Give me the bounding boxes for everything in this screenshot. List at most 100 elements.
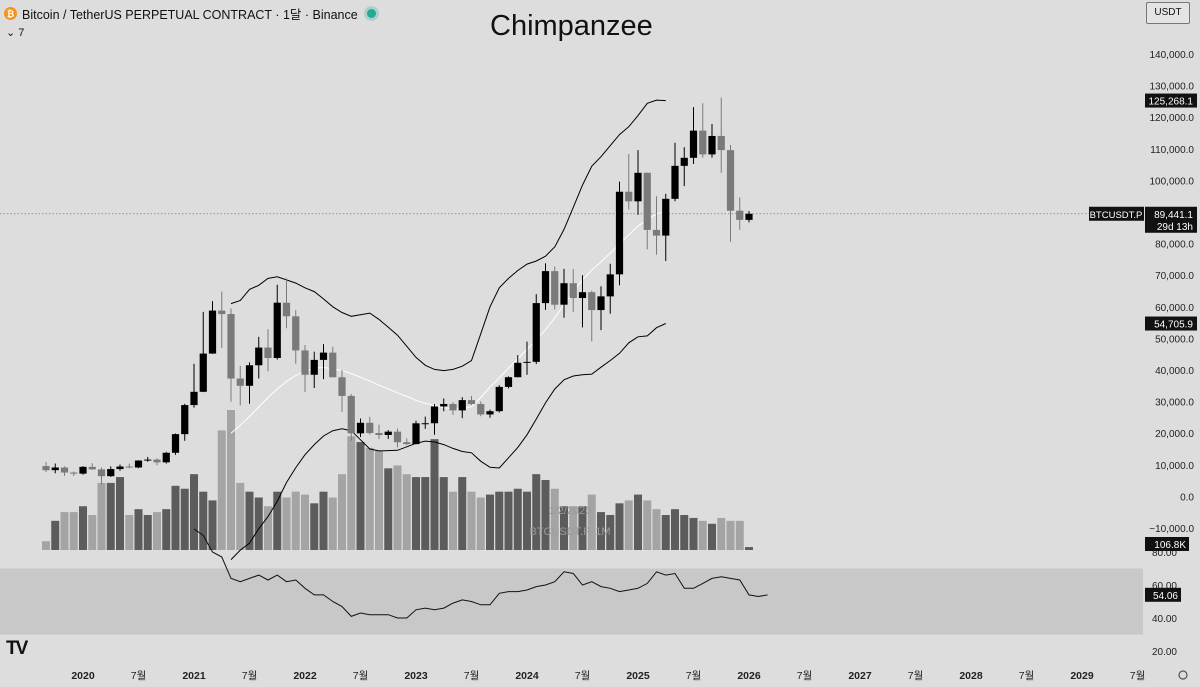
volume-bar	[291, 491, 300, 550]
time-tick-label: 2026	[737, 670, 761, 682]
rsi-label-box	[1145, 587, 1181, 602]
countdown-box	[1145, 219, 1197, 233]
volume-bar	[449, 491, 457, 550]
volume-bar	[486, 494, 494, 550]
candle-body	[671, 165, 679, 199]
indicator-collapse-toggle[interactable]: ⌄ 7	[6, 26, 24, 39]
time-tick-label: 7월	[686, 670, 702, 682]
volume-bar	[661, 515, 670, 550]
price-tick-label: 40,000.0	[1155, 366, 1194, 377]
time-tick-label: 7월	[464, 670, 480, 682]
volume-bar	[319, 491, 328, 550]
candle-body	[218, 310, 226, 315]
volume-bar	[578, 506, 587, 550]
volume-bar	[587, 494, 596, 550]
time-tick-label: 2025	[626, 670, 650, 682]
candle-body	[292, 316, 300, 351]
price-tick-label: 0.0	[1180, 492, 1194, 503]
price-label-text: 54,705.9	[1154, 320, 1193, 331]
volume-bar	[745, 547, 753, 550]
volume-bar	[143, 515, 152, 550]
candle-body	[301, 350, 309, 375]
candle-body	[190, 391, 198, 406]
volume-bar	[513, 488, 522, 550]
volume-bar	[615, 503, 624, 550]
countdown-text: 29d 13h	[1157, 222, 1193, 233]
volume-bar	[504, 491, 513, 550]
volume-bar	[328, 497, 337, 550]
volume-bar	[254, 497, 263, 550]
time-tick-label: 2020	[71, 670, 95, 682]
price-tick-label: 30,000.0	[1155, 398, 1194, 409]
candle-body	[689, 130, 698, 158]
candle-body	[199, 353, 207, 392]
candle-body	[393, 431, 402, 443]
rsi-tick-label: 60.00	[1152, 581, 1177, 592]
volume-bar	[698, 520, 707, 550]
candle-body	[264, 347, 272, 358]
candle-body	[532, 303, 540, 362]
volume-bar	[375, 450, 383, 550]
volume-bar	[726, 520, 735, 550]
time-tick-label: 2021	[182, 670, 206, 682]
price-label-box	[1145, 316, 1197, 331]
price-tick-label: 50,000.0	[1155, 334, 1194, 345]
bitcoin-icon: ₿	[4, 7, 17, 20]
price-tick-label: 120,000.0	[1150, 113, 1195, 124]
price-tick-label: 20,000.0	[1155, 429, 1194, 440]
volume-bar	[171, 485, 180, 550]
volume-bar	[79, 506, 87, 550]
rsi-tick-label: 20.00	[1152, 647, 1177, 658]
volume-bar	[402, 474, 411, 550]
volume-bar	[597, 512, 605, 550]
rsi-label-text: 54.06	[1153, 591, 1178, 602]
volume-bar	[106, 482, 115, 550]
candle-body	[578, 292, 587, 299]
candle-body	[514, 362, 522, 378]
candle-body	[495, 386, 503, 412]
candle-body	[403, 442, 411, 445]
volume-bar	[550, 488, 559, 550]
candle-body	[449, 403, 457, 411]
price-tick-label: 70,000.0	[1155, 271, 1194, 282]
volume-bar	[523, 491, 531, 550]
volume-bar	[430, 439, 439, 550]
volume-bar	[153, 512, 161, 550]
candle-body	[541, 271, 550, 304]
volume-bar	[116, 477, 124, 550]
candle-body	[366, 422, 374, 434]
time-tick-label: 7월	[1130, 670, 1146, 682]
volume-bar	[264, 506, 272, 550]
candle-body	[227, 314, 235, 379]
price-label-box	[1145, 93, 1197, 108]
candle-body	[606, 274, 614, 297]
time-tick-label: 7월	[908, 670, 924, 682]
volume-bar	[190, 474, 198, 550]
volume-bar	[60, 512, 69, 550]
candle-body	[699, 130, 707, 155]
time-tick-label: 2027	[848, 670, 872, 682]
currency-button[interactable]: USDT	[1146, 2, 1190, 24]
candle-body	[634, 172, 642, 202]
time-tick-label: 2023	[404, 670, 428, 682]
candle-body	[486, 411, 494, 415]
candle-body	[430, 406, 439, 424]
candle-body	[615, 191, 624, 275]
volume-bar	[689, 517, 698, 550]
candle-body	[125, 466, 133, 468]
candle-body	[116, 466, 124, 470]
candle-body	[625, 191, 633, 202]
price-tick-label: 110,000.0	[1150, 145, 1194, 156]
candle-body	[42, 466, 50, 471]
volume-label-text: 106.8K	[1154, 540, 1186, 551]
candle-body	[736, 210, 744, 220]
candle-body	[560, 283, 568, 305]
candle-body	[236, 378, 244, 386]
candle-body	[171, 434, 180, 453]
price-label-text: 125,268.1	[1149, 97, 1194, 108]
candle-body	[88, 466, 96, 470]
symbol-header[interactable]: ₿ Bitcoin / TetherUS PERPETUAL CONTRACT …	[4, 4, 376, 23]
tradingview-logo[interactable]: TV	[6, 638, 28, 659]
volume-bar	[310, 503, 319, 550]
